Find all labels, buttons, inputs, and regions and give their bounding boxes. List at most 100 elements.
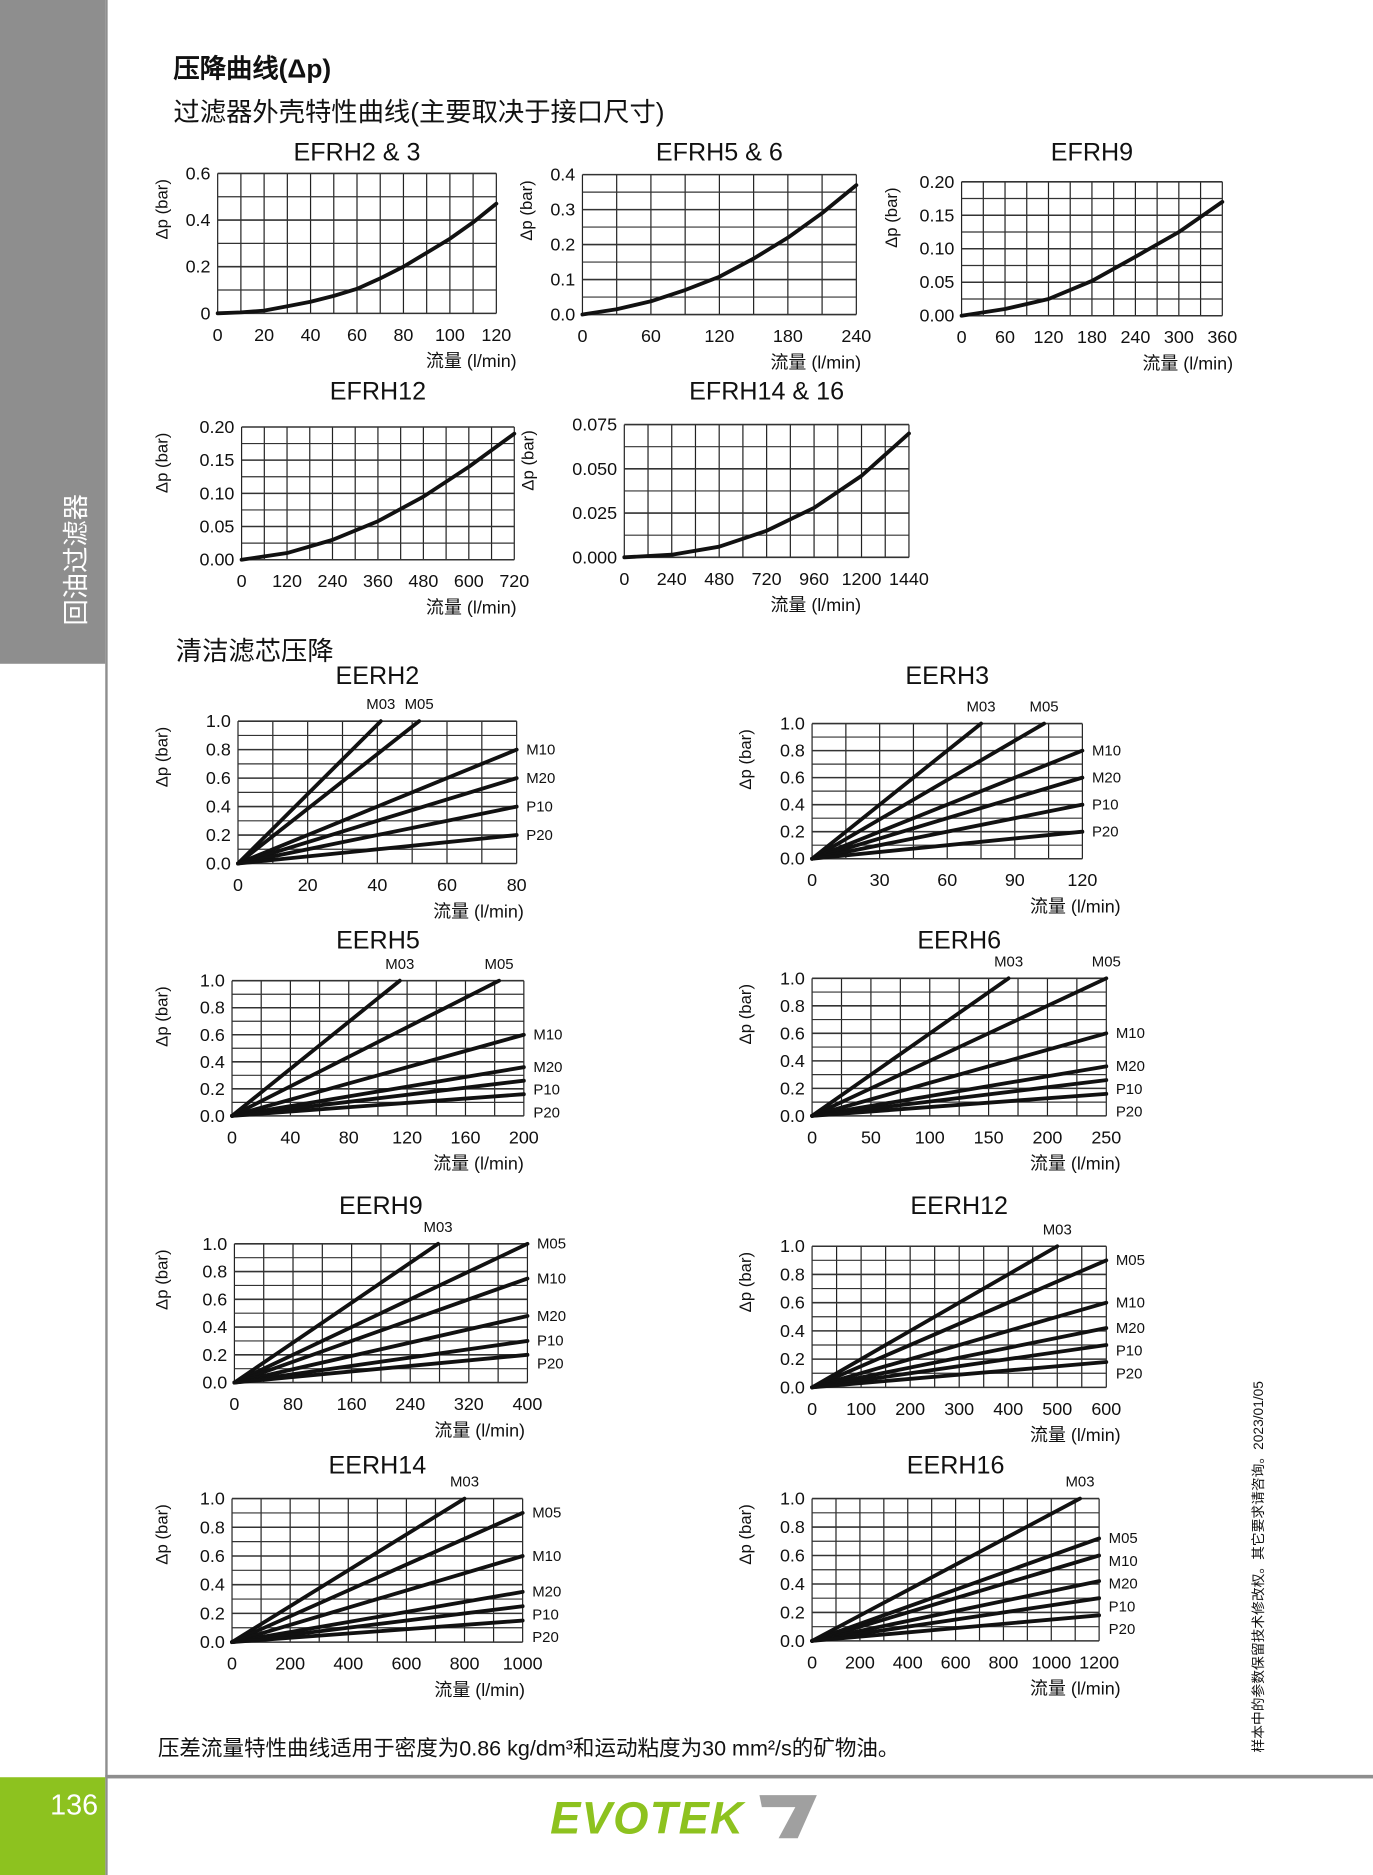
x-axis-label: 流量 (l/min) <box>426 351 517 371</box>
y-tick-label: 0.6 <box>186 163 211 183</box>
y-tick-label: 0.8 <box>780 1264 805 1284</box>
series-label: P10 <box>532 1606 559 1623</box>
series-line-curve <box>959 199 1225 318</box>
series-label: M03 <box>994 953 1023 970</box>
x-axis-label: 流量 (l/min) <box>434 1420 525 1440</box>
y-tick-label: 0.10 <box>920 239 955 259</box>
y-tick-label: 0.05 <box>200 517 235 537</box>
x-tick-label: 120 <box>392 1127 422 1147</box>
divider-vertical <box>105 0 108 1875</box>
y-tick-label: 0.20 <box>920 172 955 192</box>
y-axis-label: Δp (bar) <box>152 1249 171 1309</box>
y-tick-label: 0.4 <box>206 797 231 817</box>
series-label: P10 <box>1092 796 1119 813</box>
y-tick-label: 0.4 <box>200 1575 225 1595</box>
series-line-m05 <box>230 978 502 1118</box>
y-tick-label: 0.4 <box>780 1321 805 1341</box>
y-axis-label: Δp (bar) <box>736 1504 755 1564</box>
x-tick-label: 1200 <box>1079 1652 1119 1672</box>
y-tick-label: 0.2 <box>206 825 231 845</box>
y-tick-label: 0.4 <box>186 210 211 230</box>
x-tick-label: 500 <box>1042 1399 1072 1419</box>
x-tick-label: 0 <box>619 569 629 589</box>
series-label: M10 <box>1109 1553 1138 1570</box>
y-tick-label: 0.2 <box>186 257 211 277</box>
series-line-p20 <box>236 833 519 866</box>
y-tick-label: 0.6 <box>780 1023 805 1043</box>
x-axis-label: 流量 (l/min) <box>1142 354 1233 374</box>
x-tick-label: 0 <box>227 1654 237 1674</box>
series-line-p10 <box>810 802 1085 861</box>
y-tick-label: 1.0 <box>200 971 225 991</box>
series-line-m05 <box>810 1536 1102 1643</box>
y-tick-label: 0.4 <box>780 795 805 815</box>
series-label: P20 <box>1116 1104 1143 1121</box>
y-tick-label: 0.050 <box>572 459 617 479</box>
x-tick-label: 720 <box>499 571 529 591</box>
y-tick-label: 1.0 <box>780 1489 805 1509</box>
y-axis-label: Δp (bar) <box>518 430 537 490</box>
x-tick-label: 100 <box>846 1399 876 1419</box>
y-tick-label: 0.2 <box>550 235 575 255</box>
y-tick-label: 0.000 <box>572 547 617 567</box>
series-line-p10 <box>810 1078 1109 1118</box>
x-tick-label: 0 <box>957 327 967 347</box>
y-axis-label: Δp (bar) <box>152 1504 171 1564</box>
x-tick-label: 480 <box>408 571 438 591</box>
y-tick-label: 0.6 <box>202 1289 227 1309</box>
series-line-m03 <box>232 1241 441 1385</box>
chart-title: EFRH2 & 3 <box>294 138 421 166</box>
x-axis-label: 流量 (l/min) <box>1030 1154 1121 1174</box>
series-line-m05 <box>232 1241 530 1385</box>
logo-chevron-icon <box>759 1795 817 1839</box>
x-tick-label: 80 <box>283 1394 303 1414</box>
x-tick-label: 0 <box>577 326 587 346</box>
series-label: M03 <box>424 1219 453 1236</box>
series-line-p10 <box>236 804 519 866</box>
series-label: M10 <box>537 1270 566 1287</box>
y-tick-label: 1.0 <box>780 714 805 734</box>
x-tick-label: 50 <box>861 1127 881 1147</box>
y-tick-label: 0.6 <box>200 1025 225 1045</box>
series-line-m20 <box>810 1579 1102 1643</box>
y-tick-label: 0.4 <box>780 1574 805 1594</box>
series-line-p10 <box>810 1596 1102 1643</box>
x-tick-label: 720 <box>752 569 782 589</box>
chart-title: EERH9 <box>339 1192 423 1220</box>
x-tick-label: 0 <box>807 870 817 890</box>
y-tick-label: 0.3 <box>550 200 575 220</box>
chart-title: EFRH14 & 16 <box>689 377 844 405</box>
y-tick-label: 0.025 <box>572 503 617 523</box>
series-label: M05 <box>405 696 434 713</box>
series-line-m20 <box>236 776 519 866</box>
series-line-m20 <box>230 1589 525 1645</box>
series-label: M10 <box>533 1027 562 1044</box>
series-line-p20 <box>810 829 1085 861</box>
x-axis-label: 流量 (l/min) <box>426 598 517 618</box>
page-subtitle: 过滤器外壳特性曲线(主要取决于接口尺寸) <box>173 96 665 127</box>
series-label: M03 <box>385 956 414 973</box>
series-line-m10 <box>810 1031 1109 1118</box>
x-tick-label: 0 <box>807 1399 817 1419</box>
y-tick-label: 1.0 <box>780 968 805 988</box>
x-tick-label: 600 <box>1091 1399 1121 1419</box>
y-tick-label: 0.0 <box>780 1106 805 1126</box>
series-label: P20 <box>537 1355 564 1372</box>
x-tick-label: 160 <box>451 1127 481 1147</box>
series-label: M05 <box>537 1236 566 1253</box>
x-tick-label: 30 <box>870 870 890 890</box>
y-tick-label: 0.8 <box>206 740 231 760</box>
footnote: 压差流量特性曲线适用于密度为0.86 kg/dm³和运动粘度为30 mm²/s的… <box>157 1736 900 1761</box>
y-tick-label: 0.1 <box>550 270 575 290</box>
y-tick-label: 1.0 <box>202 1234 227 1254</box>
series-label: P10 <box>1109 1598 1136 1615</box>
x-tick-label: 60 <box>347 325 367 345</box>
y-tick-label: 0.0 <box>780 1631 805 1651</box>
x-tick-label: 80 <box>339 1127 359 1147</box>
x-tick-label: 0 <box>807 1652 817 1672</box>
series-label: M05 <box>485 956 514 973</box>
y-tick-label: 0.8 <box>780 996 805 1016</box>
y-axis-label: Δp (bar) <box>736 984 755 1044</box>
series-label: M10 <box>526 741 555 758</box>
y-tick-label: 0.2 <box>780 1349 805 1369</box>
